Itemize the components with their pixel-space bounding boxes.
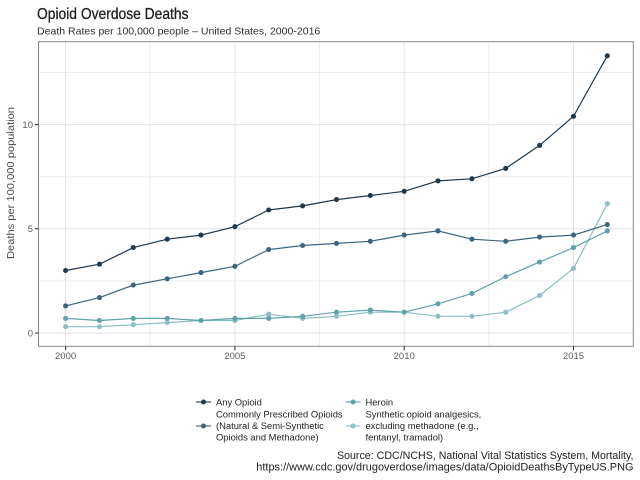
svg-text:fentanyl, tramadol): fentanyl, tramadol) xyxy=(366,432,444,443)
svg-text:0: 0 xyxy=(28,328,33,339)
svg-text:Deaths per 100,000 population: Deaths per 100,000 population xyxy=(5,107,17,259)
svg-text:2015: 2015 xyxy=(563,351,584,362)
svg-text:2000: 2000 xyxy=(55,351,76,362)
svg-text:Heroin: Heroin xyxy=(366,397,394,408)
svg-text:10: 10 xyxy=(22,120,33,131)
svg-text:Any Opioid: Any Opioid xyxy=(216,397,262,408)
svg-text:2005: 2005 xyxy=(224,351,245,362)
svg-text:Synthetic opioid analgesics,: Synthetic opioid analgesics, xyxy=(366,409,482,420)
svg-text:5: 5 xyxy=(28,224,33,235)
svg-text:Opioids and Methadone): Opioids and Methadone) xyxy=(216,432,319,443)
svg-text:(Natural & Semi-Synthetic: (Natural & Semi-Synthetic xyxy=(216,420,324,431)
svg-text:Source: CDC/NCHS, National Vit: Source: CDC/NCHS, National Vital Statist… xyxy=(337,450,634,462)
svg-text:Commonly Prescribed Opioids: Commonly Prescribed Opioids xyxy=(216,409,343,420)
svg-text:excluding methadone (e.g.,: excluding methadone (e.g., xyxy=(366,420,479,431)
svg-text:2010: 2010 xyxy=(394,351,415,362)
svg-text:Death Rates per 100,000 people: Death Rates per 100,000 people – United … xyxy=(37,25,320,37)
svg-text:Opioid Overdose Deaths: Opioid Overdose Deaths xyxy=(37,6,189,23)
svg-text:https://www.cdc.gov/drugoverdo: https://www.cdc.gov/drugoverdose/images/… xyxy=(256,462,633,474)
